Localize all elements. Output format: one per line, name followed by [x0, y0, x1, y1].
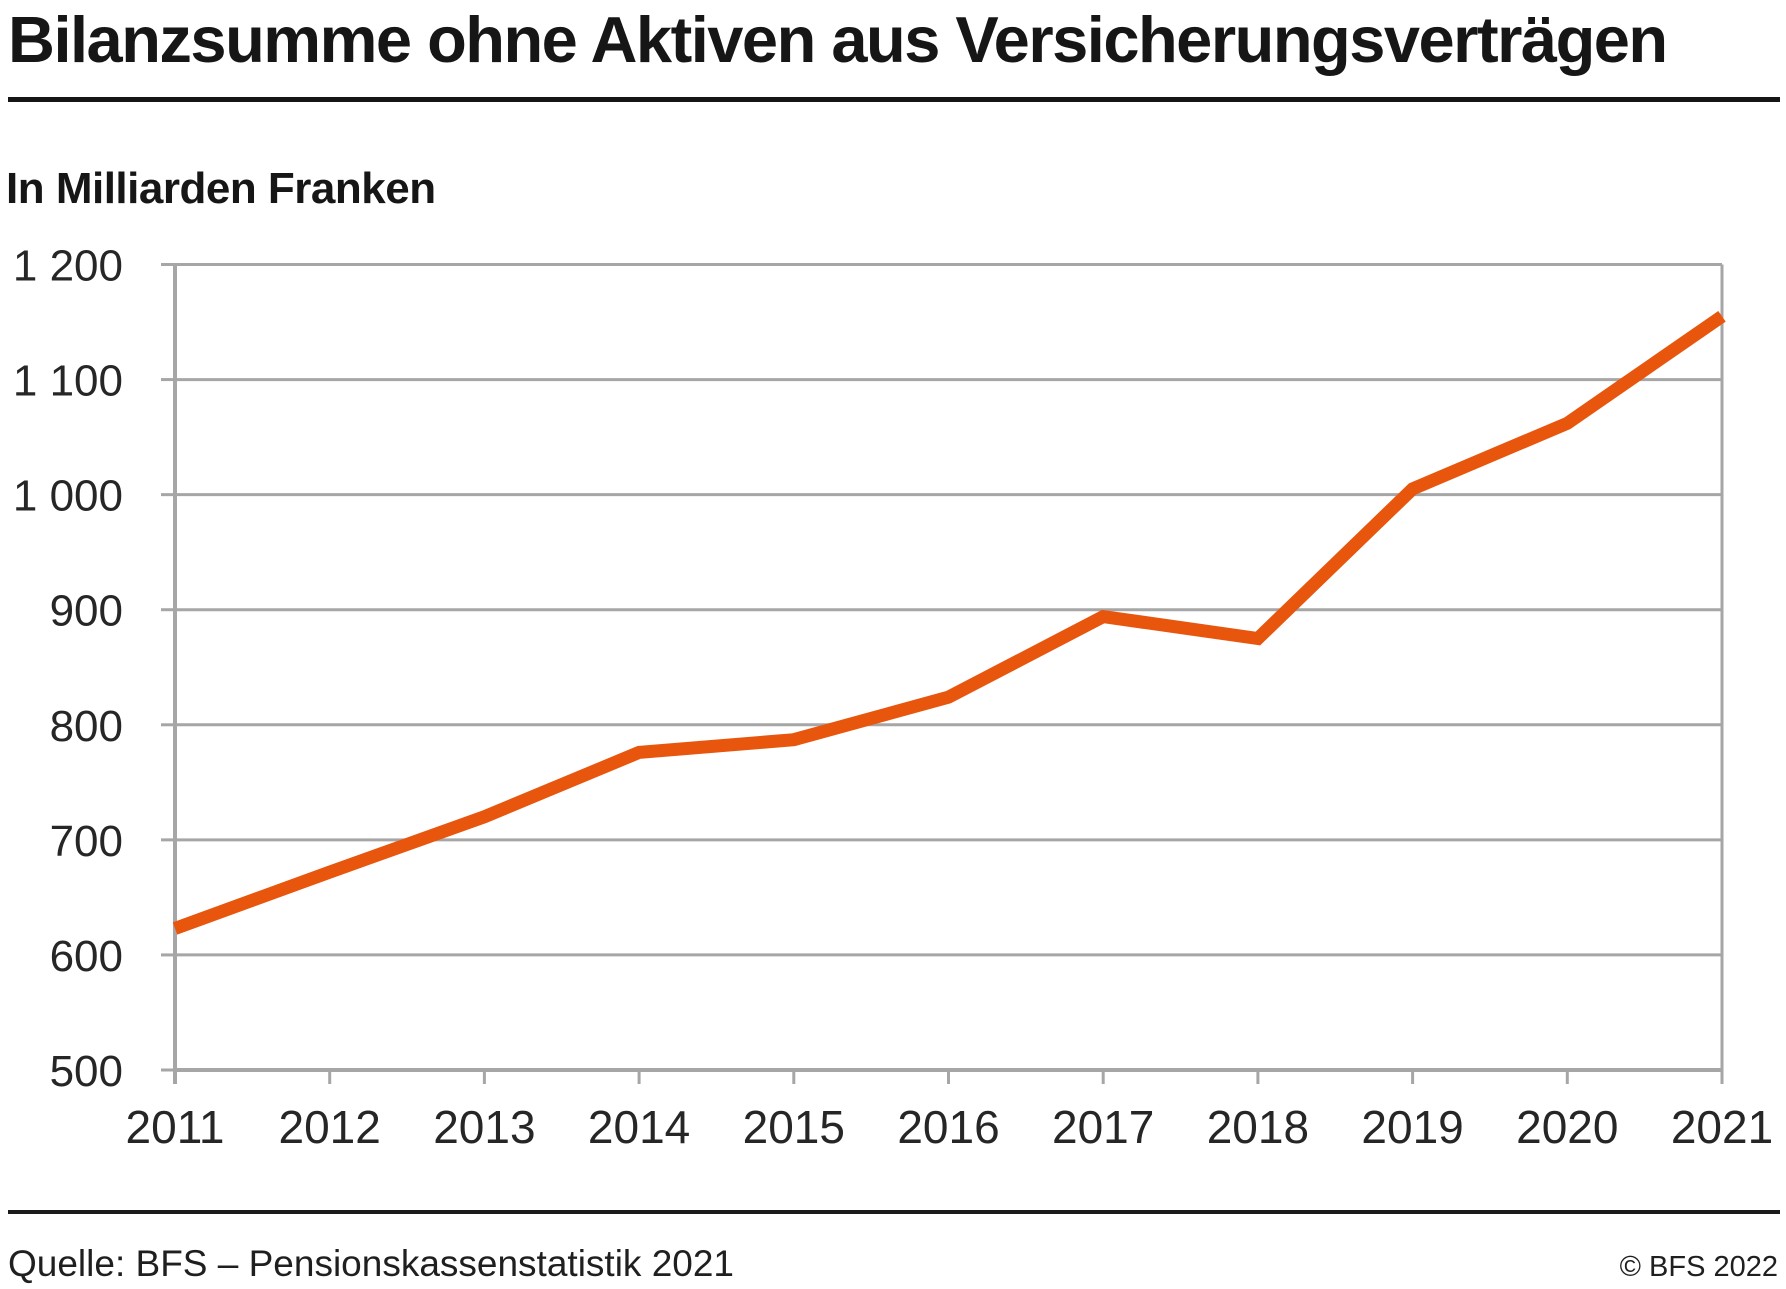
x-tick-label: 2020: [1516, 1101, 1618, 1153]
page-title: Bilanzsumme ohne Aktiven aus Versicherun…: [8, 3, 1668, 76]
x-tick-label: 2011: [126, 1101, 225, 1153]
x-tick-label: 2015: [743, 1101, 845, 1153]
title-rule: [8, 97, 1780, 102]
x-tick-label: 2019: [1361, 1101, 1463, 1153]
copyright-text: © BFS 2022: [1619, 1251, 1778, 1283]
y-tick-label: 1 100: [13, 357, 123, 406]
y-tick-label: 1 000: [13, 472, 123, 521]
y-tick-label: 1 200: [13, 242, 123, 291]
y-tick-label: 600: [50, 932, 123, 981]
y-tick-label: 900: [50, 587, 123, 636]
x-tick-label: 2013: [433, 1101, 535, 1153]
x-tick-label: 2021: [1671, 1101, 1773, 1153]
x-tick-label: 2014: [588, 1101, 690, 1153]
x-tick-label: 2017: [1052, 1101, 1154, 1153]
x-tick-label: 2016: [897, 1101, 999, 1153]
source-text: Quelle: BFS – Pensionskassenstatistik 20…: [8, 1243, 734, 1284]
y-tick-label: 700: [50, 817, 123, 866]
footer-rule: [8, 1210, 1780, 1214]
y-tick-label: 500: [50, 1047, 123, 1096]
x-tick-label: 2012: [279, 1101, 381, 1153]
data-line: [172, 310, 1726, 935]
x-tick-label: 2018: [1207, 1101, 1309, 1153]
y-tick-label: 800: [50, 702, 123, 751]
unit-label: In Milliarden Franken: [6, 164, 436, 213]
